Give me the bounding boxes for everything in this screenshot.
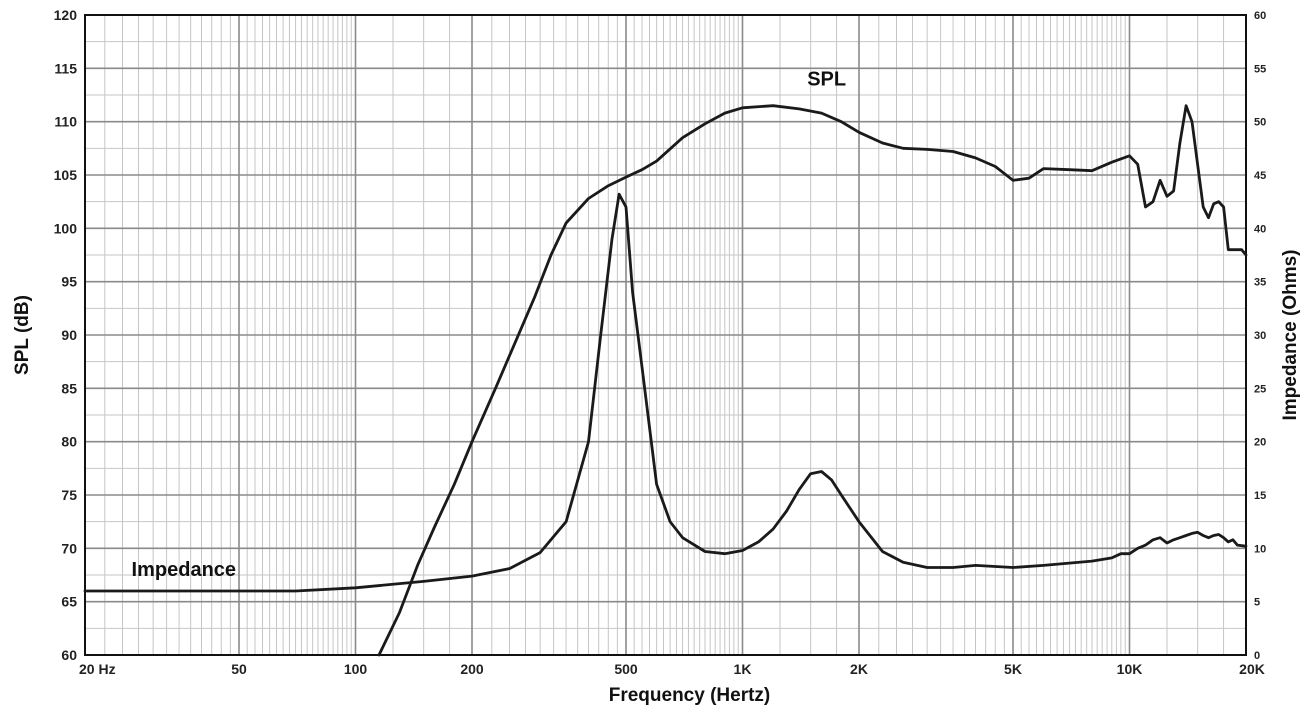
right-axis-title: Impedance (Ohms): [1280, 249, 1301, 420]
right-y-tick-label: 5: [1254, 597, 1260, 609]
right-y-tick-label: 30: [1254, 330, 1266, 342]
left-y-tick-label: 120: [54, 7, 78, 23]
x-tick-label: 200: [460, 661, 484, 677]
left-y-tick-label: 65: [61, 594, 77, 610]
left-axis-tick-labels: 60 65 70 75 80 85 90 95 100 105 110 115 120: [54, 7, 78, 663]
x-tick-label: 100: [344, 661, 368, 677]
annotations: SPL Impedance: [132, 68, 847, 581]
impedance-curve: [83, 192, 1248, 593]
plot-frame: [84, 14, 1247, 656]
right-y-tick-label: 40: [1254, 223, 1266, 235]
left-y-tick-label: 70: [61, 540, 77, 556]
right-axis-tick-labels: 0 5 10 15 20 25 30 35 40 45 50 55 60: [1254, 10, 1266, 662]
left-y-tick-label: 110: [54, 114, 77, 130]
right-y-tick-label: 55: [1254, 63, 1266, 75]
right-y-tick-label: 10: [1254, 543, 1266, 555]
major-grid: [85, 15, 1246, 655]
x-tick-label: 1K: [734, 661, 752, 677]
left-y-tick-label: 75: [61, 487, 77, 503]
x-tick-label: 50: [231, 661, 247, 677]
right-y-tick-label: 15: [1254, 490, 1266, 502]
left-y-tick-label: 95: [61, 274, 77, 290]
left-y-tick-label: 85: [61, 380, 77, 396]
left-y-tick-label: 115: [54, 60, 77, 76]
left-y-tick-label: 80: [61, 434, 77, 450]
right-y-tick-label: 60: [1254, 10, 1266, 22]
x-tick-label: 500: [614, 661, 638, 677]
left-axis-title: SPL (dB): [12, 295, 33, 375]
curve-annotation: SPL: [807, 68, 846, 90]
right-y-tick-label: 25: [1254, 383, 1266, 395]
left-y-tick-label: 105: [54, 167, 78, 183]
x-tick-label: 2K: [850, 661, 868, 677]
right-y-tick-label: 20: [1254, 437, 1266, 449]
series-layer: [83, 104, 1248, 657]
right-y-tick-label: 35: [1254, 277, 1266, 289]
left-y-tick-label: 100: [54, 220, 78, 236]
x-tick-label: 20K: [1239, 661, 1265, 677]
x-tick-label: 5K: [1004, 661, 1022, 677]
left-y-tick-label: 60: [61, 647, 77, 663]
x-tick-label: 10K: [1117, 661, 1143, 677]
right-y-tick-label: 0: [1254, 650, 1260, 662]
left-y-tick-label: 90: [61, 327, 77, 343]
right-y-tick-label: 45: [1254, 170, 1266, 182]
spl-curve: [377, 104, 1248, 657]
x-axis-title: Frequency (Hertz): [609, 685, 771, 706]
right-y-tick-label: 50: [1254, 117, 1266, 129]
curve-annotation: Impedance: [132, 559, 236, 581]
x-tick-labels: 20 Hz 50 100 200 500 1K 2K 5K 10K 20K: [79, 661, 1265, 677]
x-tick-label: 20 Hz: [79, 661, 116, 677]
